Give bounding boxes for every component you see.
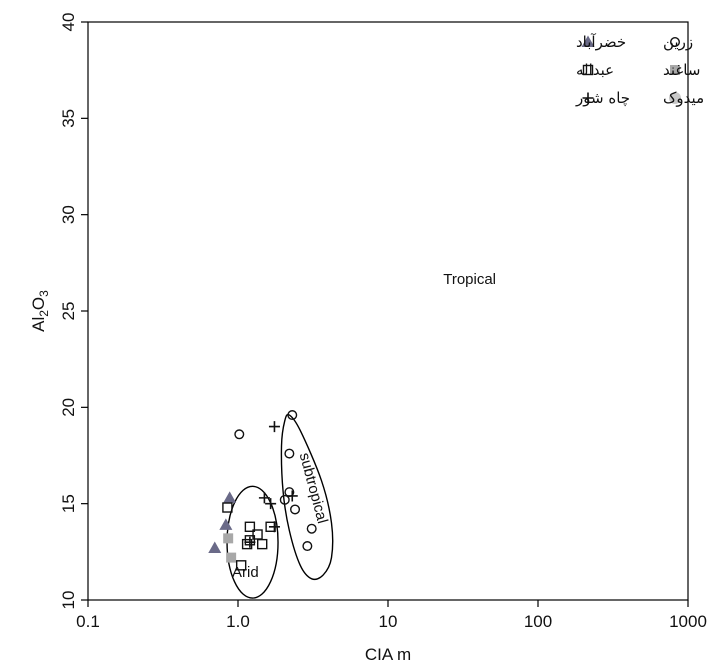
legend-label-1: خضرآباد xyxy=(576,33,626,51)
legend-marker-2 xyxy=(670,65,680,75)
legend-marker-3 xyxy=(582,64,594,76)
point-series-0 xyxy=(306,523,317,534)
x-tick-label: 10 xyxy=(379,612,398,631)
region-label-arid: Arid xyxy=(232,564,259,581)
data-points xyxy=(208,410,317,571)
legend-label-5: چاه شور xyxy=(575,89,630,107)
point-series-3 xyxy=(244,521,256,532)
legend-marker-0 xyxy=(670,37,681,48)
region-label-tropical: Tropical xyxy=(443,271,496,288)
y-tick-label: 40 xyxy=(59,13,78,32)
point-series-0 xyxy=(302,541,313,552)
region-subtropical-outline xyxy=(280,413,334,581)
x-tick-label: 0.1 xyxy=(76,612,100,631)
plot-frame xyxy=(87,21,689,601)
point-series-5 xyxy=(286,490,298,502)
legend-label-2: ساغند xyxy=(663,61,700,79)
y-tick-label: 30 xyxy=(59,205,78,224)
point-series-2 xyxy=(223,533,234,544)
point-series-5 xyxy=(268,421,280,433)
y-axis-title-base: Al xyxy=(29,317,48,332)
point-series-3 xyxy=(257,538,268,550)
y-tick-label: 35 xyxy=(59,109,78,128)
x-tick-label: 1000 xyxy=(669,612,707,631)
legend-label-4: میدوک xyxy=(663,89,704,107)
point-series-0 xyxy=(234,429,245,440)
point-series-0 xyxy=(290,504,301,515)
point-series-0 xyxy=(284,448,295,459)
point-series-3 xyxy=(235,560,247,571)
point-series-2 xyxy=(226,552,237,563)
y-tick-label: 10 xyxy=(59,591,78,610)
point-series-5 xyxy=(268,521,280,533)
y-axis-title: Al2O3 xyxy=(29,290,51,332)
y-tick-label: 25 xyxy=(59,302,78,321)
x-tick-label: 1.0 xyxy=(226,612,250,631)
point-series-3 xyxy=(241,538,253,550)
region-label-subtropical: subtropical xyxy=(296,451,331,525)
legend-marker-5 xyxy=(582,92,594,104)
y-axis-title-mid: O xyxy=(29,297,48,310)
y-tick-label: 20 xyxy=(59,398,78,417)
point-series-5 xyxy=(258,492,270,504)
legend-marker-1 xyxy=(581,35,595,47)
y-axis-title-sub2: 3 xyxy=(37,290,51,297)
point-series-5 xyxy=(244,536,256,548)
point-series-5 xyxy=(265,498,277,510)
y-axis-title-sub1: 2 xyxy=(37,310,51,317)
point-series-1 xyxy=(219,518,233,530)
legend-marker-4 xyxy=(669,92,681,104)
point-series-0 xyxy=(279,494,290,505)
point-series-0 xyxy=(287,410,298,421)
axis-ticks: 0.1 1.0 10 100 1000 10 15 20 25 30 35 40 xyxy=(59,13,707,631)
x-tick-label: 100 xyxy=(524,612,552,631)
y-tick-label: 15 xyxy=(59,494,78,513)
legend-label-3: عبداله xyxy=(576,61,614,79)
point-series-1 xyxy=(223,491,237,503)
legend: زرین خضرآباد ساغند عبداله میدوک چاه شور xyxy=(575,33,704,107)
point-series-3 xyxy=(222,502,233,513)
x-axis-title: CIA m xyxy=(365,645,411,664)
point-series-1 xyxy=(208,541,222,553)
legend-label-0: زرین xyxy=(663,33,693,51)
